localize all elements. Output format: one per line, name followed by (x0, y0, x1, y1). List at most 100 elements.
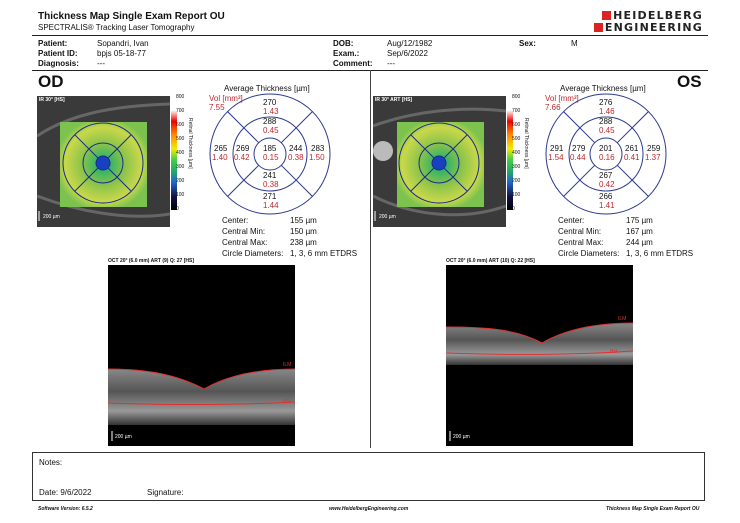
od-inner-tmp-v: 0.38 (288, 153, 304, 162)
os-inner-sup-t: 288 (599, 117, 613, 126)
comment-label: Comment: (333, 59, 373, 68)
od-center-value: 155 µm (290, 216, 317, 225)
os-colorbar-title: Retinal Thickness [µm] (523, 118, 529, 169)
od-fundus-tag: IR 30° [HS] (39, 97, 65, 103)
os-cb-tick: 100 (512, 192, 521, 198)
os-cb-tick: 600 (512, 122, 521, 128)
os-outer-inf-t: 266 (599, 192, 613, 201)
os-outer-inf-v: 1.41 (599, 201, 615, 210)
od-inner-tmp-t: 244 (289, 144, 303, 153)
os-inner-sup-v: 0.45 (599, 126, 615, 135)
os-stats-values: 175 µm 167 µm 244 µm 1, 3, 6 mm ETDRS (626, 215, 693, 259)
os-oct-title: OCT 20° (6.0 mm) ART (10) Q: 22 [HS] (446, 258, 535, 264)
od-oct-title: OCT 20° (6.0 mm) ART (9) Q: 27 [HS] (108, 258, 194, 264)
eye-label-od: OD (38, 72, 64, 91)
od-inner-inf-t: 241 (263, 171, 277, 180)
os-inner-tmp-t: 261 (625, 144, 639, 153)
od-oct-scan: 200 µm ILM BM (108, 265, 295, 446)
os-outer-tmp-v: 1.37 (645, 153, 661, 162)
od-outer-sup-t: 270 (263, 98, 277, 107)
os-etdrs-title: Average Thickness [µm] (560, 84, 646, 93)
od-cb-tick: 800 (176, 94, 185, 100)
os-stats-labels: Center: Central Min: Central Max: Circle… (558, 215, 619, 259)
os-max-value: 244 µm (626, 238, 653, 247)
os-circ-label: Circle Diameters: (558, 249, 620, 258)
patient-name: Sopandri, Ivan (97, 39, 149, 48)
os-vol-value: 7.66 (545, 103, 561, 112)
od-outer-inf-v: 1.44 (263, 201, 279, 210)
footer-report-name: Thickness Map Single Exam Report OU (606, 506, 700, 512)
diagnosis-value: --- (97, 59, 105, 68)
od-inner-nas-v: 0.42 (234, 153, 250, 162)
os-inner-inf-t: 267 (599, 171, 613, 180)
exam-label: Exam.: (333, 49, 360, 58)
dob-value: Aug/12/1982 (387, 39, 433, 48)
sex-value: M (571, 39, 578, 48)
os-inner-inf-v: 0.42 (599, 180, 615, 189)
os-fundus-thickness-map: IR 30° ART [HS] 200 µm (373, 96, 506, 227)
od-etdrs-title: Average Thickness [µm] (224, 84, 310, 93)
os-center-t: 201 (599, 144, 613, 153)
od-stats-labels: Center: Central Min: Central Max: Circle… (222, 215, 283, 259)
od-cb-tick: 300 (176, 164, 185, 170)
os-fundus-scale: 200 µm (379, 214, 396, 220)
os-cb-tick: 700 (512, 108, 521, 114)
website-link[interactable]: www.HeidelbergEngineering.com (329, 506, 409, 512)
os-oct-scan: 200 µm ILM BM (446, 265, 633, 446)
os-ilm-label: ILM (618, 316, 627, 322)
od-stats-values: 155 µm 150 µm 238 µm 1, 3, 6 mm ETDRS (290, 215, 357, 259)
od-inner-inf-v: 0.38 (263, 180, 279, 189)
od-max-label: Central Max: (222, 238, 268, 247)
od-outer-sup-v: 1.43 (263, 107, 279, 116)
os-vol-label: Vol [mm³] (545, 94, 579, 103)
od-cb-tick: 600 (176, 122, 185, 128)
os-outer-sup-v: 1.46 (599, 107, 615, 116)
od-colorbar-title: Retinal Thickness [µm] (187, 118, 193, 169)
od-inner-sup-v: 0.45 (263, 126, 279, 135)
od-center-t: 185 (263, 144, 277, 153)
logo-line-1: HEIDELBERG (613, 9, 703, 22)
eye-divider (370, 70, 371, 448)
os-outer-nas-t: 291 (550, 144, 564, 153)
os-etdrs-grid (545, 93, 667, 215)
sex-label: Sex: (519, 39, 536, 48)
os-oct-scale: 200 µm (453, 434, 470, 440)
os-cb-tick: 200 (512, 178, 521, 184)
os-inner-tmp-v: 0.41 (624, 153, 640, 162)
patient-label: Patient: (38, 39, 68, 48)
comment-value: --- (387, 59, 395, 68)
od-etdrs-grid (209, 93, 331, 215)
od-cb-tick: 200 (176, 178, 185, 184)
date-label: Date: 9/6/2022 (39, 488, 92, 497)
od-min-label: Central Min: (222, 227, 266, 236)
od-cb-tick: 500 (176, 136, 185, 142)
od-circ-value: 1, 3, 6 mm ETDRS (290, 249, 358, 258)
os-max-label: Central Max: (558, 238, 604, 247)
od-cb-tick: 100 (176, 192, 185, 198)
od-center-v: 0.15 (263, 153, 279, 162)
notes-box: Notes: Date: 9/6/2022 Signature: (32, 452, 705, 501)
logo-line-2: ENGINEERING (604, 21, 703, 34)
os-fundus-tag: IR 30° ART [HS] (375, 97, 413, 103)
od-outer-tmp-t: 283 (311, 144, 325, 153)
notes-label: Notes: (39, 458, 63, 467)
logo-mark-icon (602, 11, 612, 20)
od-ilm-label: ILM (283, 362, 292, 368)
od-max-value: 238 µm (290, 238, 317, 247)
od-cb-tick: 400 (176, 150, 185, 156)
patient-id: bpjs 05-18-77 (97, 49, 146, 58)
od-cb-tick: 0 (176, 206, 179, 212)
od-vol-value: 7.55 (209, 103, 225, 112)
os-outer-sup-t: 276 (599, 98, 613, 107)
os-outer-tmp-t: 259 (647, 144, 661, 153)
os-cb-tick: 400 (512, 150, 521, 156)
od-outer-nas-t: 265 (214, 144, 228, 153)
os-center-v: 0.16 (599, 153, 615, 162)
dob-label: DOB: (333, 39, 354, 48)
os-center-label: Center: (558, 216, 585, 225)
os-cb-tick: 0 (512, 206, 515, 212)
os-circ-value: 1, 3, 6 mm ETDRS (626, 249, 694, 258)
od-cb-tick: 700 (176, 108, 185, 114)
os-colorbar (507, 99, 513, 210)
od-inner-sup-t: 288 (263, 117, 277, 126)
